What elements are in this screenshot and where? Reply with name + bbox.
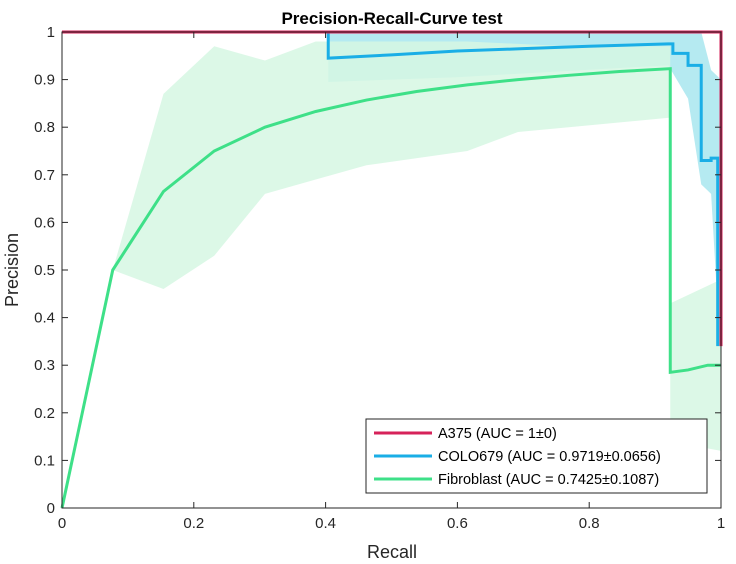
y-tick-label: 0.6 xyxy=(34,214,55,231)
y-tick-label: 0.5 xyxy=(34,262,55,279)
y-axis-ticks: 0 0.1 0.2 0.3 0.4 0.5 0.6 0.7 0.8 0.9 1 xyxy=(34,24,721,517)
legend-entry-2: Fibroblast (AUC = 0.7425±0.1087) xyxy=(438,472,659,488)
x-tick-label: 0.8 xyxy=(579,515,600,532)
y-tick-label: 0.8 xyxy=(34,119,55,136)
chart-title: Precision-Recall-Curve test xyxy=(281,9,502,28)
y-tick-label: 1 xyxy=(47,24,55,41)
series-line-2 xyxy=(60,67,721,509)
y-tick-label: 0.4 xyxy=(34,310,55,327)
y-tick-label: 0.3 xyxy=(34,357,55,374)
confidence-band-2 xyxy=(62,41,721,509)
x-axis-label: Recall xyxy=(367,542,417,562)
y-tick-label: 0.2 xyxy=(34,405,55,422)
x-tick-label: 0.6 xyxy=(447,515,468,532)
legend-entry-0: A375 (AUC = 1±0) xyxy=(438,426,557,442)
y-tick-label: 0.9 xyxy=(34,72,55,89)
x-tick-label: 0.4 xyxy=(315,515,336,532)
x-tick-label: 0.2 xyxy=(183,515,204,532)
series-line-1 xyxy=(75,30,720,347)
legend: A375 (AUC = 1±0) COLO679 (AUC = 0.9719±0.… xyxy=(365,418,708,494)
y-tick-label: 0 xyxy=(47,500,55,517)
x-tick-label: 0 xyxy=(58,515,66,532)
y-tick-label: 0.1 xyxy=(34,452,55,469)
confidence-bands xyxy=(62,32,721,509)
legend-entry-1: COLO679 (AUC = 0.9719±0.0656) xyxy=(438,449,661,465)
x-axis-ticks: 0 0.2 0.4 0.6 0.8 1 xyxy=(58,32,725,532)
x-tick-label: 1 xyxy=(717,515,725,532)
y-tick-label: 0.7 xyxy=(34,167,55,184)
y-axis-label: Precision xyxy=(2,233,22,307)
